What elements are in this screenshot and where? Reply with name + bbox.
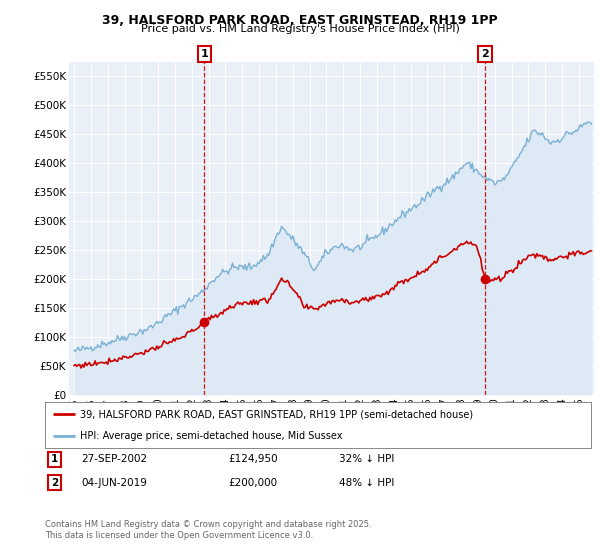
- Text: £124,950: £124,950: [228, 454, 278, 464]
- Text: 27-SEP-2002: 27-SEP-2002: [81, 454, 147, 464]
- Text: HPI: Average price, semi-detached house, Mid Sussex: HPI: Average price, semi-detached house,…: [80, 431, 343, 441]
- Text: £200,000: £200,000: [228, 478, 277, 488]
- Text: 2: 2: [51, 478, 58, 488]
- Text: 1: 1: [51, 454, 58, 464]
- Text: 39, HALSFORD PARK ROAD, EAST GRINSTEAD, RH19 1PP (semi-detached house): 39, HALSFORD PARK ROAD, EAST GRINSTEAD, …: [80, 409, 473, 419]
- Text: 48% ↓ HPI: 48% ↓ HPI: [339, 478, 394, 488]
- Text: 2: 2: [481, 49, 489, 59]
- Text: 04-JUN-2019: 04-JUN-2019: [81, 478, 147, 488]
- Text: 32% ↓ HPI: 32% ↓ HPI: [339, 454, 394, 464]
- Text: Contains HM Land Registry data © Crown copyright and database right 2025.
This d: Contains HM Land Registry data © Crown c…: [45, 520, 371, 540]
- Text: 1: 1: [200, 49, 208, 59]
- Text: Price paid vs. HM Land Registry's House Price Index (HPI): Price paid vs. HM Land Registry's House …: [140, 24, 460, 34]
- Text: 39, HALSFORD PARK ROAD, EAST GRINSTEAD, RH19 1PP: 39, HALSFORD PARK ROAD, EAST GRINSTEAD, …: [102, 14, 498, 27]
